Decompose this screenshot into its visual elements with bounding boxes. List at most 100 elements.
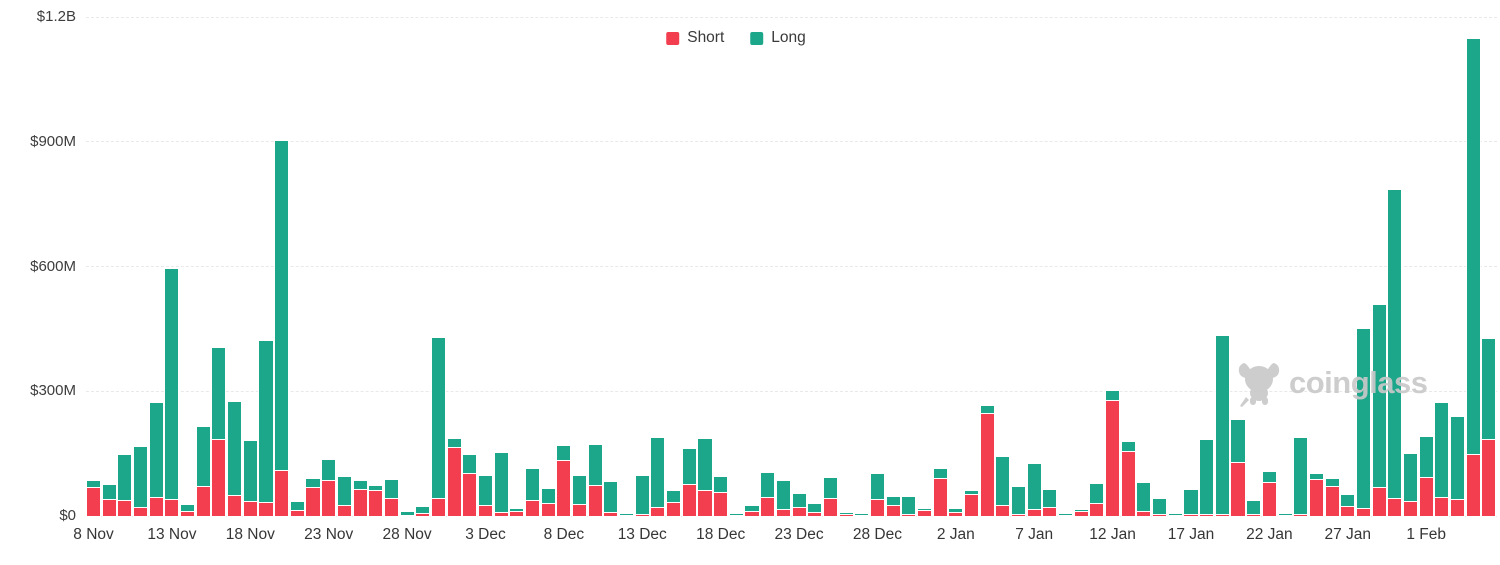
short-segment — [181, 511, 195, 516]
bar-25-Dec[interactable] — [823, 17, 837, 516]
bar-13-Nov[interactable] — [165, 17, 179, 516]
bar-30-Jan[interactable] — [1388, 17, 1402, 516]
bar-13-Jan[interactable] — [1121, 17, 1135, 516]
bar-29-Jan[interactable] — [1372, 17, 1386, 516]
bar-15-Jan[interactable] — [1153, 17, 1167, 516]
bar-26-Nov[interactable] — [369, 17, 383, 516]
bar-9-Jan[interactable] — [1059, 17, 1073, 516]
bar-23-Jan[interactable] — [1278, 17, 1292, 516]
long-segment — [87, 480, 101, 487]
bar-3-Feb[interactable] — [1450, 17, 1465, 516]
bar-21-Nov[interactable] — [290, 17, 304, 516]
bar-19-Dec[interactable] — [729, 17, 743, 516]
bar-4-Jan[interactable] — [980, 17, 994, 516]
bar-1-Feb[interactable] — [1419, 17, 1433, 516]
bar-25-Jan[interactable] — [1309, 17, 1323, 516]
short-segment — [1372, 486, 1386, 516]
bar-20-Jan[interactable] — [1231, 17, 1245, 516]
bar-18-Jan[interactable] — [1200, 17, 1214, 516]
bar-12-Nov[interactable] — [149, 17, 163, 516]
bar-21-Jan[interactable] — [1247, 17, 1261, 516]
legend-label-short: Short — [687, 29, 725, 46]
bar-29-Nov[interactable] — [416, 17, 430, 516]
bar-17-Dec[interactable] — [698, 17, 712, 516]
bar-5-Dec[interactable] — [510, 17, 524, 516]
bar-27-Jan[interactable] — [1341, 17, 1355, 516]
bar-6-Dec[interactable] — [525, 17, 540, 516]
bar-20-Nov[interactable] — [275, 17, 289, 516]
bar-16-Nov[interactable] — [212, 17, 226, 516]
bar-9-Nov[interactable] — [102, 17, 116, 516]
bar-28-Nov[interactable] — [400, 17, 414, 516]
bar-14-Dec[interactable] — [651, 17, 665, 516]
bar-16-Jan[interactable] — [1168, 17, 1182, 516]
bar-22-Dec[interactable] — [776, 17, 790, 516]
bar-2-Dec[interactable] — [463, 17, 477, 516]
bar-12-Dec[interactable] — [620, 17, 634, 516]
bar-15-Nov[interactable] — [196, 17, 210, 516]
bar-17-Jan[interactable] — [1184, 17, 1198, 516]
bar-31-Dec[interactable] — [917, 17, 931, 516]
bar-25-Nov[interactable] — [353, 17, 367, 516]
gridline-$600M — [86, 266, 1497, 267]
bar-3-Dec[interactable] — [478, 17, 493, 516]
bar-30-Dec[interactable] — [902, 17, 916, 516]
bar-2-Jan[interactable] — [949, 17, 963, 516]
bar-23-Dec[interactable] — [792, 17, 806, 516]
bar-8-Dec[interactable] — [557, 17, 571, 516]
bar-31-Jan[interactable] — [1403, 17, 1417, 516]
bar-27-Dec[interactable] — [855, 17, 869, 516]
bar-7-Dec[interactable] — [541, 17, 555, 516]
bar-13-Dec[interactable] — [635, 17, 649, 516]
bar-5-Jan[interactable] — [996, 17, 1010, 516]
bar-27-Nov[interactable] — [384, 17, 398, 516]
long-segment — [557, 445, 571, 460]
bar-19-Nov[interactable] — [259, 17, 273, 516]
short-segment — [290, 510, 304, 516]
bar-29-Dec[interactable] — [886, 17, 900, 516]
bar-20-Dec[interactable] — [745, 17, 759, 516]
bar-28-Jan[interactable] — [1356, 17, 1370, 516]
bar-26-Dec[interactable] — [839, 17, 853, 516]
bar-22-Jan[interactable] — [1262, 17, 1276, 516]
bar-16-Dec[interactable] — [682, 17, 696, 516]
bar-17-Nov[interactable] — [228, 17, 242, 516]
bar-10-Dec[interactable] — [588, 17, 602, 516]
bar-8-Nov[interactable] — [87, 17, 101, 516]
bar-24-Dec[interactable] — [808, 17, 822, 516]
bar-4-Feb[interactable] — [1466, 17, 1480, 516]
bar-3-Jan[interactable] — [964, 17, 979, 516]
bar-23-Nov[interactable] — [322, 17, 336, 516]
bar-18-Nov[interactable] — [243, 17, 257, 516]
bar-6-Jan[interactable] — [1011, 17, 1026, 516]
bar-7-Jan[interactable] — [1027, 17, 1041, 516]
bar-5-Feb[interactable] — [1482, 17, 1496, 516]
bar-24-Nov[interactable] — [337, 17, 351, 516]
bar-11-Jan[interactable] — [1090, 17, 1104, 516]
long-segment — [682, 449, 696, 484]
bar-11-Nov[interactable] — [134, 17, 148, 516]
bar-22-Nov[interactable] — [306, 17, 320, 516]
legend-item-short[interactable]: Short — [666, 29, 724, 47]
legend-item-long[interactable]: Long — [750, 29, 806, 47]
bar-30-Nov[interactable] — [431, 17, 445, 516]
bar-8-Jan[interactable] — [1043, 17, 1057, 516]
bar-19-Jan[interactable] — [1215, 17, 1229, 516]
bar-4-Dec[interactable] — [494, 17, 508, 516]
bar-1-Jan[interactable] — [933, 17, 947, 516]
bar-1-Dec[interactable] — [447, 17, 461, 516]
bar-9-Dec[interactable] — [573, 17, 587, 516]
bar-28-Dec[interactable] — [870, 17, 884, 516]
bar-18-Dec[interactable] — [714, 17, 728, 516]
bar-14-Jan[interactable] — [1137, 17, 1151, 516]
bar-14-Nov[interactable] — [181, 17, 195, 516]
bar-12-Jan[interactable] — [1106, 17, 1120, 516]
bar-15-Dec[interactable] — [667, 17, 681, 516]
bar-2-Feb[interactable] — [1435, 17, 1449, 516]
bar-24-Jan[interactable] — [1294, 17, 1308, 516]
bar-10-Jan[interactable] — [1074, 17, 1088, 516]
bar-21-Dec[interactable] — [761, 17, 775, 516]
bar-26-Jan[interactable] — [1325, 17, 1339, 516]
bar-11-Dec[interactable] — [604, 17, 618, 516]
bar-10-Nov[interactable] — [118, 17, 132, 516]
